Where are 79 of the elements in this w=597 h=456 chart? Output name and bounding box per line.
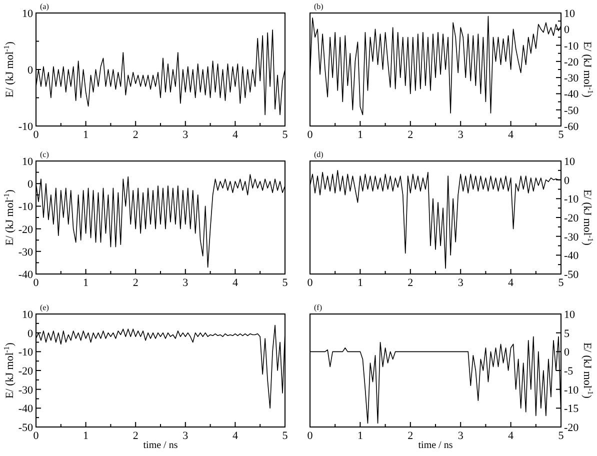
y2-tick-label: -5 [564, 366, 574, 378]
chart-title: (b) [314, 2, 324, 11]
x-tick-label: 5 [282, 129, 288, 141]
y2-tick-label: -50 [564, 269, 580, 281]
y-tick-label: 0 [28, 64, 34, 76]
x-axis-title: time / ns [418, 440, 453, 451]
y2-tick-label: -10 [564, 40, 580, 52]
chart-title: (c) [40, 150, 50, 159]
y-tick-label: -40 [18, 403, 34, 416]
y2-tick-label: -40 [564, 88, 580, 101]
x-tick-label: 3 [182, 430, 189, 442]
y2-tick-label: 10 [564, 8, 576, 20]
y2-tick-label: -20 [564, 212, 580, 224]
x-tick-label: 2 [132, 129, 138, 141]
chart-title: (d) [314, 150, 324, 159]
chart-title: (e) [40, 303, 50, 312]
y2-tick-label: -50 [564, 104, 580, 117]
x-tick-label: 0 [307, 430, 314, 442]
y-tick-label: 0 [28, 328, 34, 340]
x-tick-label: 3 [458, 430, 464, 442]
y2-tick-label: 0 [564, 346, 570, 359]
x-axis-title: time / ns [143, 440, 178, 451]
y-tick-label: -40 [18, 269, 34, 281]
y-tick-label: -10 [18, 201, 34, 214]
x-tick-label: 4 [508, 430, 514, 442]
y2-tick-label: 10 [564, 156, 576, 168]
x-tick-label: 1 [83, 430, 89, 442]
x-tick-label: 5 [558, 277, 564, 289]
y-tick-label: -30 [18, 246, 34, 258]
x-tick-label: 5 [282, 277, 288, 289]
y-tick-label: -50 [18, 422, 34, 434]
chart-title: (a) [40, 2, 50, 11]
x-tick-label: 1 [357, 430, 363, 442]
y-tick-label: -10 [18, 346, 34, 359]
y2-tick-label: -30 [564, 231, 580, 244]
x-tick-label: 5 [558, 430, 564, 442]
x-tick-label: 4 [508, 277, 514, 289]
x-tick-label: 0 [307, 277, 314, 289]
x-tick-label: 5 [558, 129, 564, 141]
x-tick-label: 2 [132, 277, 138, 289]
y2-tick-label: -20 [564, 56, 580, 68]
x-tick-label: 2 [408, 277, 414, 289]
x-tick-label: 1 [357, 129, 363, 141]
y-tick-label: -10 [18, 121, 34, 133]
x-tick-label: 3 [458, 129, 464, 141]
x-tick-label: 3 [458, 277, 464, 289]
y2-tick-label: -10 [564, 194, 580, 206]
y2-tick-label: -40 [564, 250, 580, 262]
x-tick-label: 1 [357, 277, 363, 289]
y-tick-label: 10 [22, 309, 34, 321]
x-tick-label: 4 [232, 129, 238, 141]
y2-tick-label: 0 [564, 24, 570, 36]
y2-tick-label: 5 [564, 328, 570, 340]
y-tick-label: 0 [28, 178, 34, 191]
x-tick-label: 0 [307, 129, 314, 141]
x-tick-label: 2 [408, 129, 414, 141]
x-tick-label: 5 [282, 430, 288, 442]
x-tick-label: 1 [83, 129, 89, 141]
x-tick-label: 4 [508, 129, 514, 141]
y2-tick-label: -10 [564, 384, 580, 396]
x-tick-label: 4 [232, 277, 238, 289]
y2-tick-label: -30 [564, 72, 580, 85]
y2-tick-label: -20 [564, 422, 580, 434]
y2-tick-label: 0 [564, 174, 570, 187]
chart-title: (f) [314, 303, 322, 312]
x-tick-label: 3 [182, 129, 189, 141]
x-tick-label: 2 [408, 430, 414, 442]
y2-tick-label: 10 [564, 309, 576, 321]
y-tick-label: 10 [22, 8, 34, 20]
x-tick-label: 1 [83, 277, 89, 289]
x-tick-label: 2 [132, 430, 138, 442]
y-tick-label: -30 [18, 384, 34, 396]
y-tick-label: -20 [18, 224, 34, 236]
y2-tick-label: -15 [564, 403, 580, 416]
y-tick-label: -20 [18, 366, 34, 378]
x-tick-label: 4 [232, 430, 238, 442]
y-tick-label: 10 [22, 156, 34, 168]
x-tick-label: 3 [182, 277, 189, 289]
y2-tick-label: -60 [564, 121, 580, 133]
